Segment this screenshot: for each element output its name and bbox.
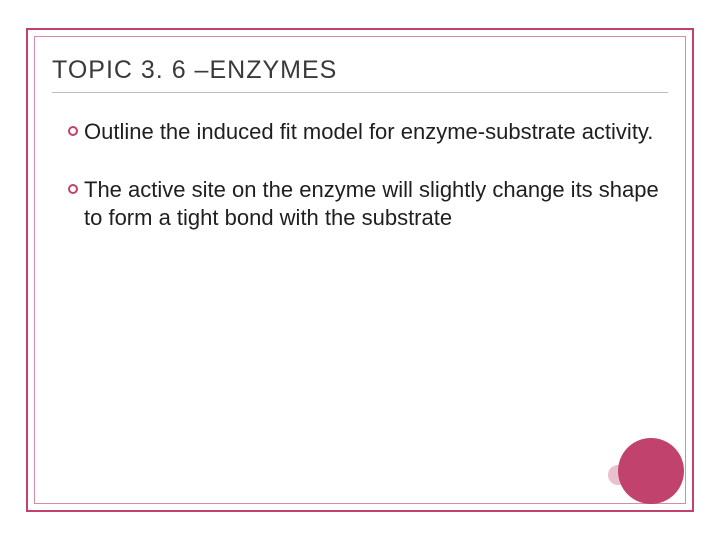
- slide-title: TOPIC 3. 6 –ENZYMES: [52, 56, 337, 85]
- bullet-text: The active site on the enzyme will sligh…: [84, 176, 660, 232]
- bullet-text: Outline the induced fit model for enzyme…: [84, 118, 653, 146]
- decor-circle-big: [618, 438, 684, 504]
- title-text: TOPIC 3. 6 –ENZYMES: [52, 56, 337, 84]
- bullet-icon: [68, 126, 78, 136]
- slide-body: Outline the induced fit model for enzyme…: [68, 118, 660, 262]
- slide: TOPIC 3. 6 –ENZYMES Outline the induced …: [0, 0, 720, 540]
- bullet-item: The active site on the enzyme will sligh…: [68, 176, 660, 232]
- slide-border-inner: [34, 36, 686, 504]
- title-underline: [52, 92, 668, 93]
- bullet-icon: [68, 184, 78, 194]
- bullet-item: Outline the induced fit model for enzyme…: [68, 118, 660, 146]
